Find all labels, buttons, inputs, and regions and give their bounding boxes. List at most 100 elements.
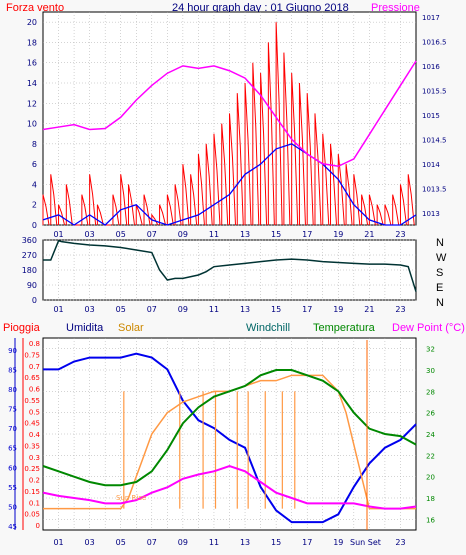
wind-y-tick: 8 (32, 140, 37, 149)
x-tick-label: 23 (395, 230, 405, 239)
solar-axis-title: Solar (118, 322, 144, 334)
wind-y-tick: 16 (27, 59, 37, 68)
rain-y-tick: 0.2 (29, 477, 40, 485)
pressure-y-tick: 1014 (422, 161, 440, 169)
x-tick-label: 03 (85, 538, 95, 547)
x-tick-label: 13 (240, 305, 250, 314)
pressure-y-tick: 1015.5 (422, 87, 447, 95)
humidity-y-tick: 90 (8, 347, 17, 355)
wind-y-tick: 2 (32, 201, 37, 210)
humidity-y-tick: 65 (8, 445, 17, 453)
humidity-y-tick: 50 (8, 503, 17, 511)
wind-axis-title: Forza vento (6, 2, 64, 14)
pressure-y-tick: 1016.5 (422, 38, 447, 46)
direction-y-tick: 270 (22, 251, 37, 260)
rain-y-tick: 0.15 (24, 488, 40, 496)
temp-y-tick: 16 (426, 516, 435, 524)
rain-y-tick: 0.7 (29, 363, 40, 371)
pressure-axis-title: Pressione (371, 2, 420, 14)
direction-label-w: W (436, 252, 447, 264)
direction-label-s: S (436, 267, 443, 279)
temp-y-tick: 26 (426, 410, 435, 418)
pressure-y-tick: 1017 (422, 14, 440, 22)
rain-y-tick: 0.55 (24, 397, 40, 405)
rain-y-tick: 0.8 (29, 340, 40, 348)
rain-y-tick: 0.65 (24, 374, 40, 382)
x-tick-label: 17 (302, 538, 312, 547)
pressure-y-tick: 1014.5 (422, 136, 447, 144)
x-tick-label: 11 (209, 538, 219, 547)
direction-y-tick: 90 (27, 281, 37, 290)
x-tick-label: 09 (178, 538, 188, 547)
wind-y-tick: 6 (32, 160, 37, 169)
x-tick-label: 11 (209, 305, 219, 314)
x-tick-label: 09 (178, 230, 188, 239)
wind-gust-series (42, 143, 417, 226)
wind-y-tick: 14 (27, 79, 37, 88)
x-tick-label: 23 (395, 305, 405, 314)
x-tick-label: 21 (364, 305, 374, 314)
humidity-axis-title: Umidita (66, 322, 104, 334)
direction-y-tick: 180 (22, 266, 37, 275)
direction-label-n2: N (436, 297, 444, 309)
temperature-label: Temperatura (313, 322, 376, 334)
direction-y-tick: 0 (32, 296, 37, 305)
temp-y-tick: 20 (426, 474, 435, 482)
humidity-y-tick: 60 (8, 464, 17, 472)
rain-y-tick: 0.4 (29, 431, 41, 439)
x-tick-label: 05 (116, 230, 126, 239)
wind-y-tick: 12 (27, 99, 37, 108)
x-tick-label: 01 (53, 538, 63, 547)
x-tick-label: 17 (302, 230, 312, 239)
humidity-y-tick: 75 (8, 406, 17, 414)
axis-ticks: 01 03 05 07 09 11 13 15 17 19 21 23 01 03 05 07 09 11 13 15… (8, 14, 446, 547)
temp-y-tick: 24 (426, 431, 435, 439)
temperature-series (42, 369, 417, 487)
wind-y-tick: 0 (32, 221, 37, 230)
rain-y-tick: 0.6 (29, 386, 41, 394)
x-tick-label: 19 (333, 305, 343, 314)
rain-y-tick: 0.3 (29, 454, 40, 462)
rain-axis-title: Pioggia (3, 322, 41, 334)
x-tick-label: 15 (271, 538, 281, 547)
rain-y-tick: 0.75 (24, 351, 40, 359)
wind-speed-series (42, 22, 415, 226)
dewpoint-axis-title: Dew Point (°C) (392, 322, 465, 334)
x-tick-label: 09 (178, 305, 188, 314)
pressure-series (42, 60, 417, 168)
x-tick-label: 07 (147, 538, 157, 547)
rain-y-tick: 0.45 (24, 420, 40, 428)
x-tick-label: 15 (271, 230, 281, 239)
temp-y-tick: 28 (426, 388, 435, 396)
humidity-y-tick: 55 (8, 484, 17, 492)
sunrise-annotation: Sun Rise (116, 494, 146, 502)
temp-y-tick: 22 (426, 452, 435, 460)
x-tick-label: 13 (240, 538, 250, 547)
humidity-y-tick: 80 (8, 386, 17, 394)
direction-label-n1: N (436, 237, 444, 249)
direction-label-e: E (436, 282, 443, 294)
rain-y-tick: 0 (36, 522, 40, 530)
x-tick-label: 13 (240, 230, 250, 239)
humidity-series (43, 352, 417, 524)
chart-title: 24 hour graph day : 01 Giugno 2018 (172, 2, 349, 14)
pressure-y-tick: 1016 (422, 63, 440, 71)
x-tick-label: 07 (147, 230, 157, 239)
rain-y-tick: 0.1 (29, 499, 40, 507)
humidity-y-tick: 85 (8, 366, 17, 374)
pressure-y-tick: 1013 (422, 210, 440, 218)
wind-y-tick: 10 (27, 120, 37, 129)
x-tick-label: 01 (53, 305, 63, 314)
rain-y-tick: 0.05 (24, 511, 40, 519)
x-tick-label: 07 (147, 305, 157, 314)
pressure-y-tick: 1013.5 (422, 185, 447, 193)
pressure-y-tick: 1015 (422, 112, 440, 120)
x-tick-label: 05 (116, 538, 126, 547)
humidity-y-tick: 70 (8, 425, 17, 433)
x-tick-label: 03 (85, 230, 95, 239)
x-tick-label: 19 (333, 538, 343, 547)
x-tick-label: 19 (333, 230, 343, 239)
temp-y-tick: 18 (426, 495, 435, 503)
x-tick-label: 17 (302, 305, 312, 314)
